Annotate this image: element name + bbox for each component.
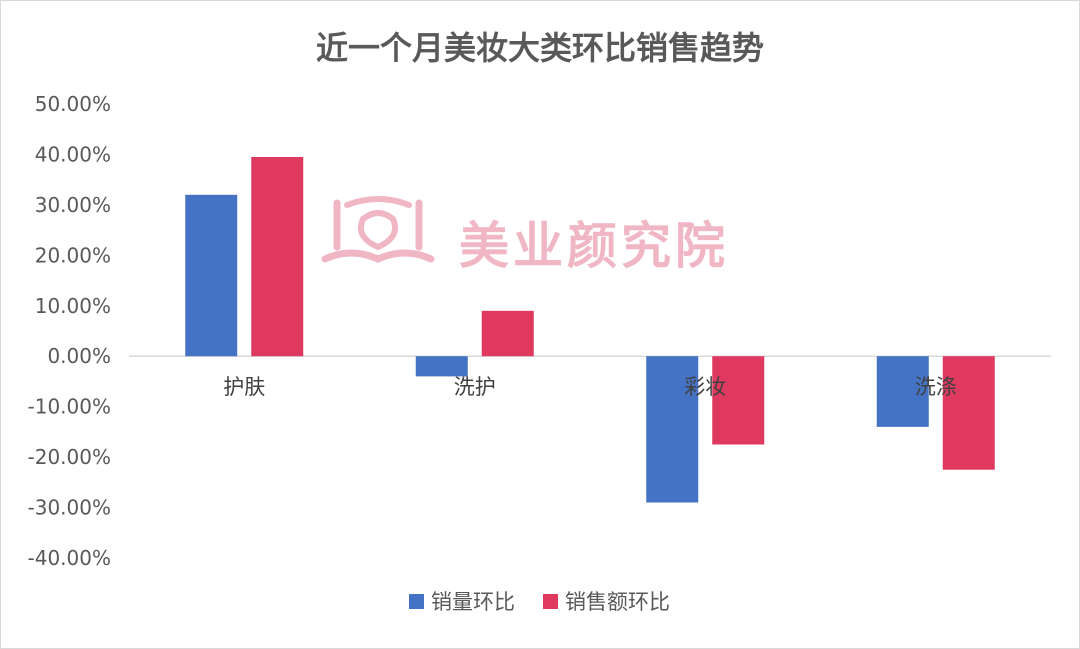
y-tick-label: 10.00% <box>35 294 111 318</box>
y-tick-label: -10.00% <box>28 395 111 419</box>
watermark: 美业颜究院 <box>321 196 729 275</box>
book-logo-icon <box>321 196 435 263</box>
y-tick-label: 50.00% <box>35 92 111 116</box>
y-tick-label: -30.00% <box>28 496 111 520</box>
bar-volume-0 <box>185 194 238 357</box>
bar-sales-1 <box>481 310 534 357</box>
category-label: 洗涤 <box>915 375 957 399</box>
bar-sales-2 <box>712 356 765 445</box>
category-label: 护肤 <box>223 375 265 399</box>
legend-swatch <box>409 594 424 609</box>
bar-volume-1 <box>415 356 468 377</box>
bar-sales-3 <box>942 356 995 470</box>
bar-volume-2 <box>646 356 699 503</box>
category-label: 洗护 <box>454 375 496 399</box>
y-tick-label: -20.00% <box>28 445 111 469</box>
y-tick-label: 20.00% <box>35 243 111 267</box>
legend-label: 销量环比 <box>431 590 515 614</box>
legend-swatch <box>543 594 558 609</box>
y-tick-label: -40.00% <box>28 546 111 570</box>
y-tick-label: 30.00% <box>35 193 111 217</box>
bar-sales-0 <box>251 156 304 357</box>
chart-title: 近一个月美妆大类环比销售趋势 <box>315 29 764 67</box>
category-label: 彩妆 <box>684 375 726 399</box>
watermark-text: 美业颜究院 <box>459 217 729 275</box>
y-tick-label: 0.00% <box>47 344 111 368</box>
legend-label: 销售额环比 <box>565 590 670 614</box>
y-tick-label: 40.00% <box>35 142 111 166</box>
bar-volume-3 <box>876 356 929 427</box>
